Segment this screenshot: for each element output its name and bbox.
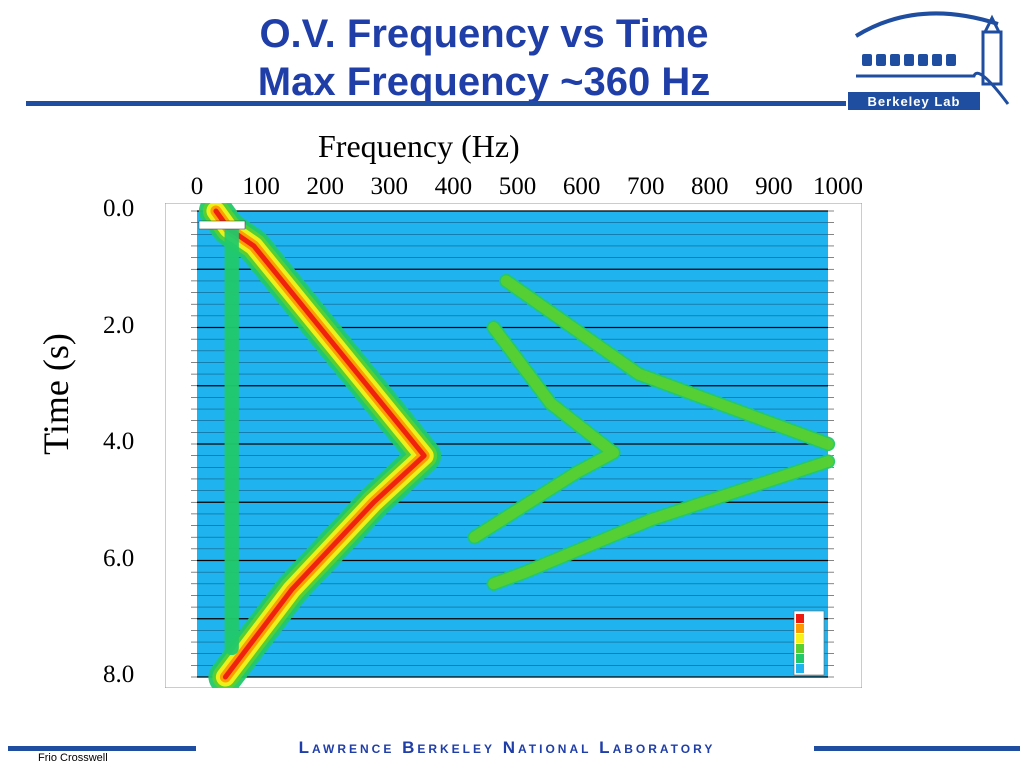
y-tick-label: 0.0 xyxy=(103,195,135,222)
x-tick-label: 700 xyxy=(626,173,665,200)
x-tick-label: 400 xyxy=(434,173,473,200)
colorscale-swatch xyxy=(796,644,804,653)
colorscale-swatch xyxy=(796,664,804,673)
footer-rule-left xyxy=(8,746,196,751)
ridge-high-frequency-return xyxy=(488,456,834,590)
x-tick-label: 300 xyxy=(370,173,409,200)
spectrogram-plot xyxy=(165,203,862,688)
colorscale-swatch xyxy=(796,634,804,643)
x-tick-label: 1000 xyxy=(813,173,863,200)
y-tick-label: 4.0 xyxy=(103,428,135,455)
ridge-high-frequency-sweep xyxy=(500,275,834,450)
colorscale-swatch xyxy=(796,624,804,633)
title-underline xyxy=(26,101,846,106)
y-tick-label: 8.0 xyxy=(103,661,135,688)
ridge-harmonic xyxy=(469,322,619,543)
info-box xyxy=(198,220,246,230)
colorscale-swatch xyxy=(796,614,804,623)
author-label: Frio Crosswell xyxy=(38,752,108,764)
x-tick-label: 100 xyxy=(242,173,280,200)
svg-text:Berkeley Lab: Berkeley Lab xyxy=(868,94,961,109)
footer-rule-right xyxy=(814,746,1020,751)
berkeley-lab-logo: Berkeley Lab xyxy=(848,11,1010,110)
x-axis-title: Frequency (Hz) xyxy=(318,128,520,164)
x-tick-label: 900 xyxy=(755,173,793,200)
y-axis-title: Time (s) xyxy=(36,333,76,455)
slide-title-line-1: O.V. Frequency vs Time xyxy=(259,12,709,56)
y-tick-label: 2.0 xyxy=(103,311,135,339)
colorscale-swatch xyxy=(796,654,804,663)
x-tick-label: 800 xyxy=(691,173,729,200)
slide-title-line-2: Max Frequency ~360 Hz xyxy=(257,60,711,104)
footer-lab-name: Lawrence Berkeley National Laboratory xyxy=(298,738,716,757)
x-tick-label: 500 xyxy=(498,173,537,200)
x-tick-label: 600 xyxy=(562,173,601,200)
x-tick-label: 0 xyxy=(190,173,204,200)
y-tick-label: 6.0 xyxy=(103,544,135,572)
x-tick-label: 200 xyxy=(306,173,344,200)
